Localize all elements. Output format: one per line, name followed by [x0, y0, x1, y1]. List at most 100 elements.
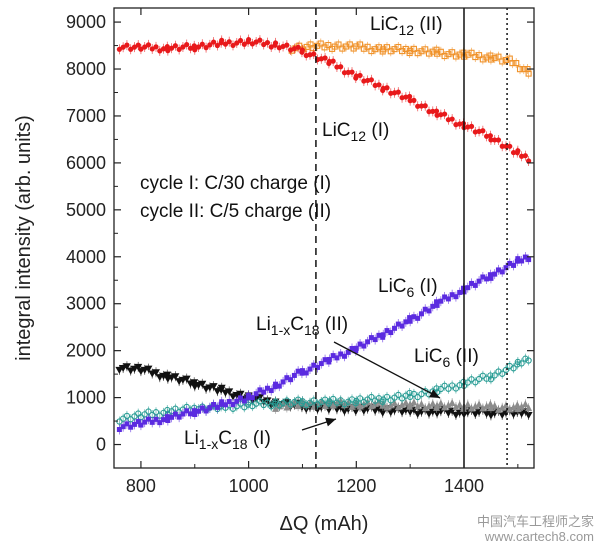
x-tick-label: 1200 — [336, 476, 376, 496]
data-point — [238, 395, 244, 401]
series-label-5: Li1-xC18 (II) — [256, 314, 348, 338]
data-point — [361, 343, 367, 349]
data-point — [164, 414, 170, 420]
data-point — [214, 404, 220, 410]
data-point — [468, 49, 475, 56]
data-point — [499, 58, 506, 65]
data-point — [291, 372, 297, 378]
data-point — [491, 401, 499, 409]
data-point — [149, 46, 155, 52]
y-tick-label: 2000 — [66, 341, 106, 361]
data-point — [483, 375, 490, 382]
data-point — [365, 339, 371, 345]
data-point — [525, 404, 533, 412]
data-point — [165, 48, 171, 54]
data-point — [433, 401, 441, 409]
data-point — [495, 53, 502, 60]
data-point — [449, 116, 455, 122]
data-point — [329, 401, 337, 409]
data-point — [299, 370, 305, 376]
data-point — [441, 53, 448, 60]
data-point — [303, 370, 309, 376]
data-point — [452, 53, 459, 60]
data-point — [410, 390, 418, 398]
data-point — [357, 41, 364, 48]
data-point — [434, 299, 440, 305]
data-point — [479, 56, 486, 63]
y-tick-label: 0 — [96, 435, 106, 455]
data-point — [284, 42, 290, 48]
data-point — [345, 349, 351, 355]
data-point — [283, 397, 290, 404]
data-point — [234, 40, 240, 46]
data-point — [123, 412, 131, 420]
watermark: 中国汽车工程师之家 www.cartech8.com — [477, 514, 594, 544]
data-point — [465, 285, 471, 291]
data-point — [510, 365, 517, 372]
data-point — [257, 387, 263, 393]
data-point — [507, 260, 513, 266]
data-point — [468, 123, 475, 129]
label-base: LiC — [378, 276, 407, 297]
data-point — [468, 376, 475, 383]
data-point — [398, 400, 406, 408]
data-point — [295, 368, 301, 374]
label-sub: 1-x — [199, 436, 218, 452]
series-layer — [115, 34, 533, 435]
data-point — [145, 416, 151, 422]
data-point — [407, 47, 414, 54]
data-point — [507, 143, 513, 149]
data-point — [196, 408, 202, 414]
data-point — [299, 47, 306, 53]
series-label-4: Li1-xC18 (I) — [184, 428, 271, 452]
data-point — [246, 36, 252, 43]
data-point — [142, 44, 148, 50]
data-point — [295, 44, 301, 50]
data-point — [353, 43, 360, 50]
arrow-li1xc18-ii — [333, 341, 441, 399]
data-point — [368, 335, 374, 341]
data-point — [438, 298, 444, 304]
data-point — [494, 405, 502, 413]
data-point — [425, 50, 433, 57]
data-point — [498, 411, 507, 419]
data-point — [487, 133, 493, 139]
data-point — [510, 403, 518, 411]
data-point — [149, 419, 155, 425]
data-point — [341, 353, 347, 359]
data-point — [294, 402, 302, 410]
label-tail: (II) — [450, 346, 479, 367]
data-point — [209, 383, 218, 391]
data-point — [138, 422, 144, 428]
data-point — [457, 289, 463, 295]
data-point — [192, 47, 198, 53]
series-label-1: LiC12 (II) — [370, 14, 443, 38]
data-point — [429, 399, 437, 407]
data-point — [522, 254, 528, 260]
y-tick-label: 5000 — [66, 200, 106, 220]
y-tick-label: 8000 — [66, 59, 106, 79]
data-point — [325, 41, 332, 49]
data-point — [472, 282, 478, 288]
label-mid: C — [290, 314, 304, 335]
data-point — [169, 45, 175, 51]
data-point — [415, 103, 421, 109]
label-sub: 6 — [443, 354, 451, 370]
data-point — [487, 404, 495, 412]
data-point — [288, 377, 294, 383]
data-point — [207, 42, 213, 48]
data-point — [135, 42, 141, 48]
data-point — [182, 375, 191, 383]
data-point — [230, 401, 236, 407]
data-point — [521, 400, 529, 408]
data-point — [402, 398, 410, 406]
data-point — [522, 153, 528, 159]
data-point — [406, 389, 413, 397]
data-point — [322, 357, 328, 363]
data-point — [372, 46, 379, 53]
data-point — [499, 370, 506, 377]
data-point — [407, 315, 413, 321]
data-point — [237, 37, 244, 44]
data-point — [128, 424, 134, 430]
data-point — [391, 399, 399, 407]
